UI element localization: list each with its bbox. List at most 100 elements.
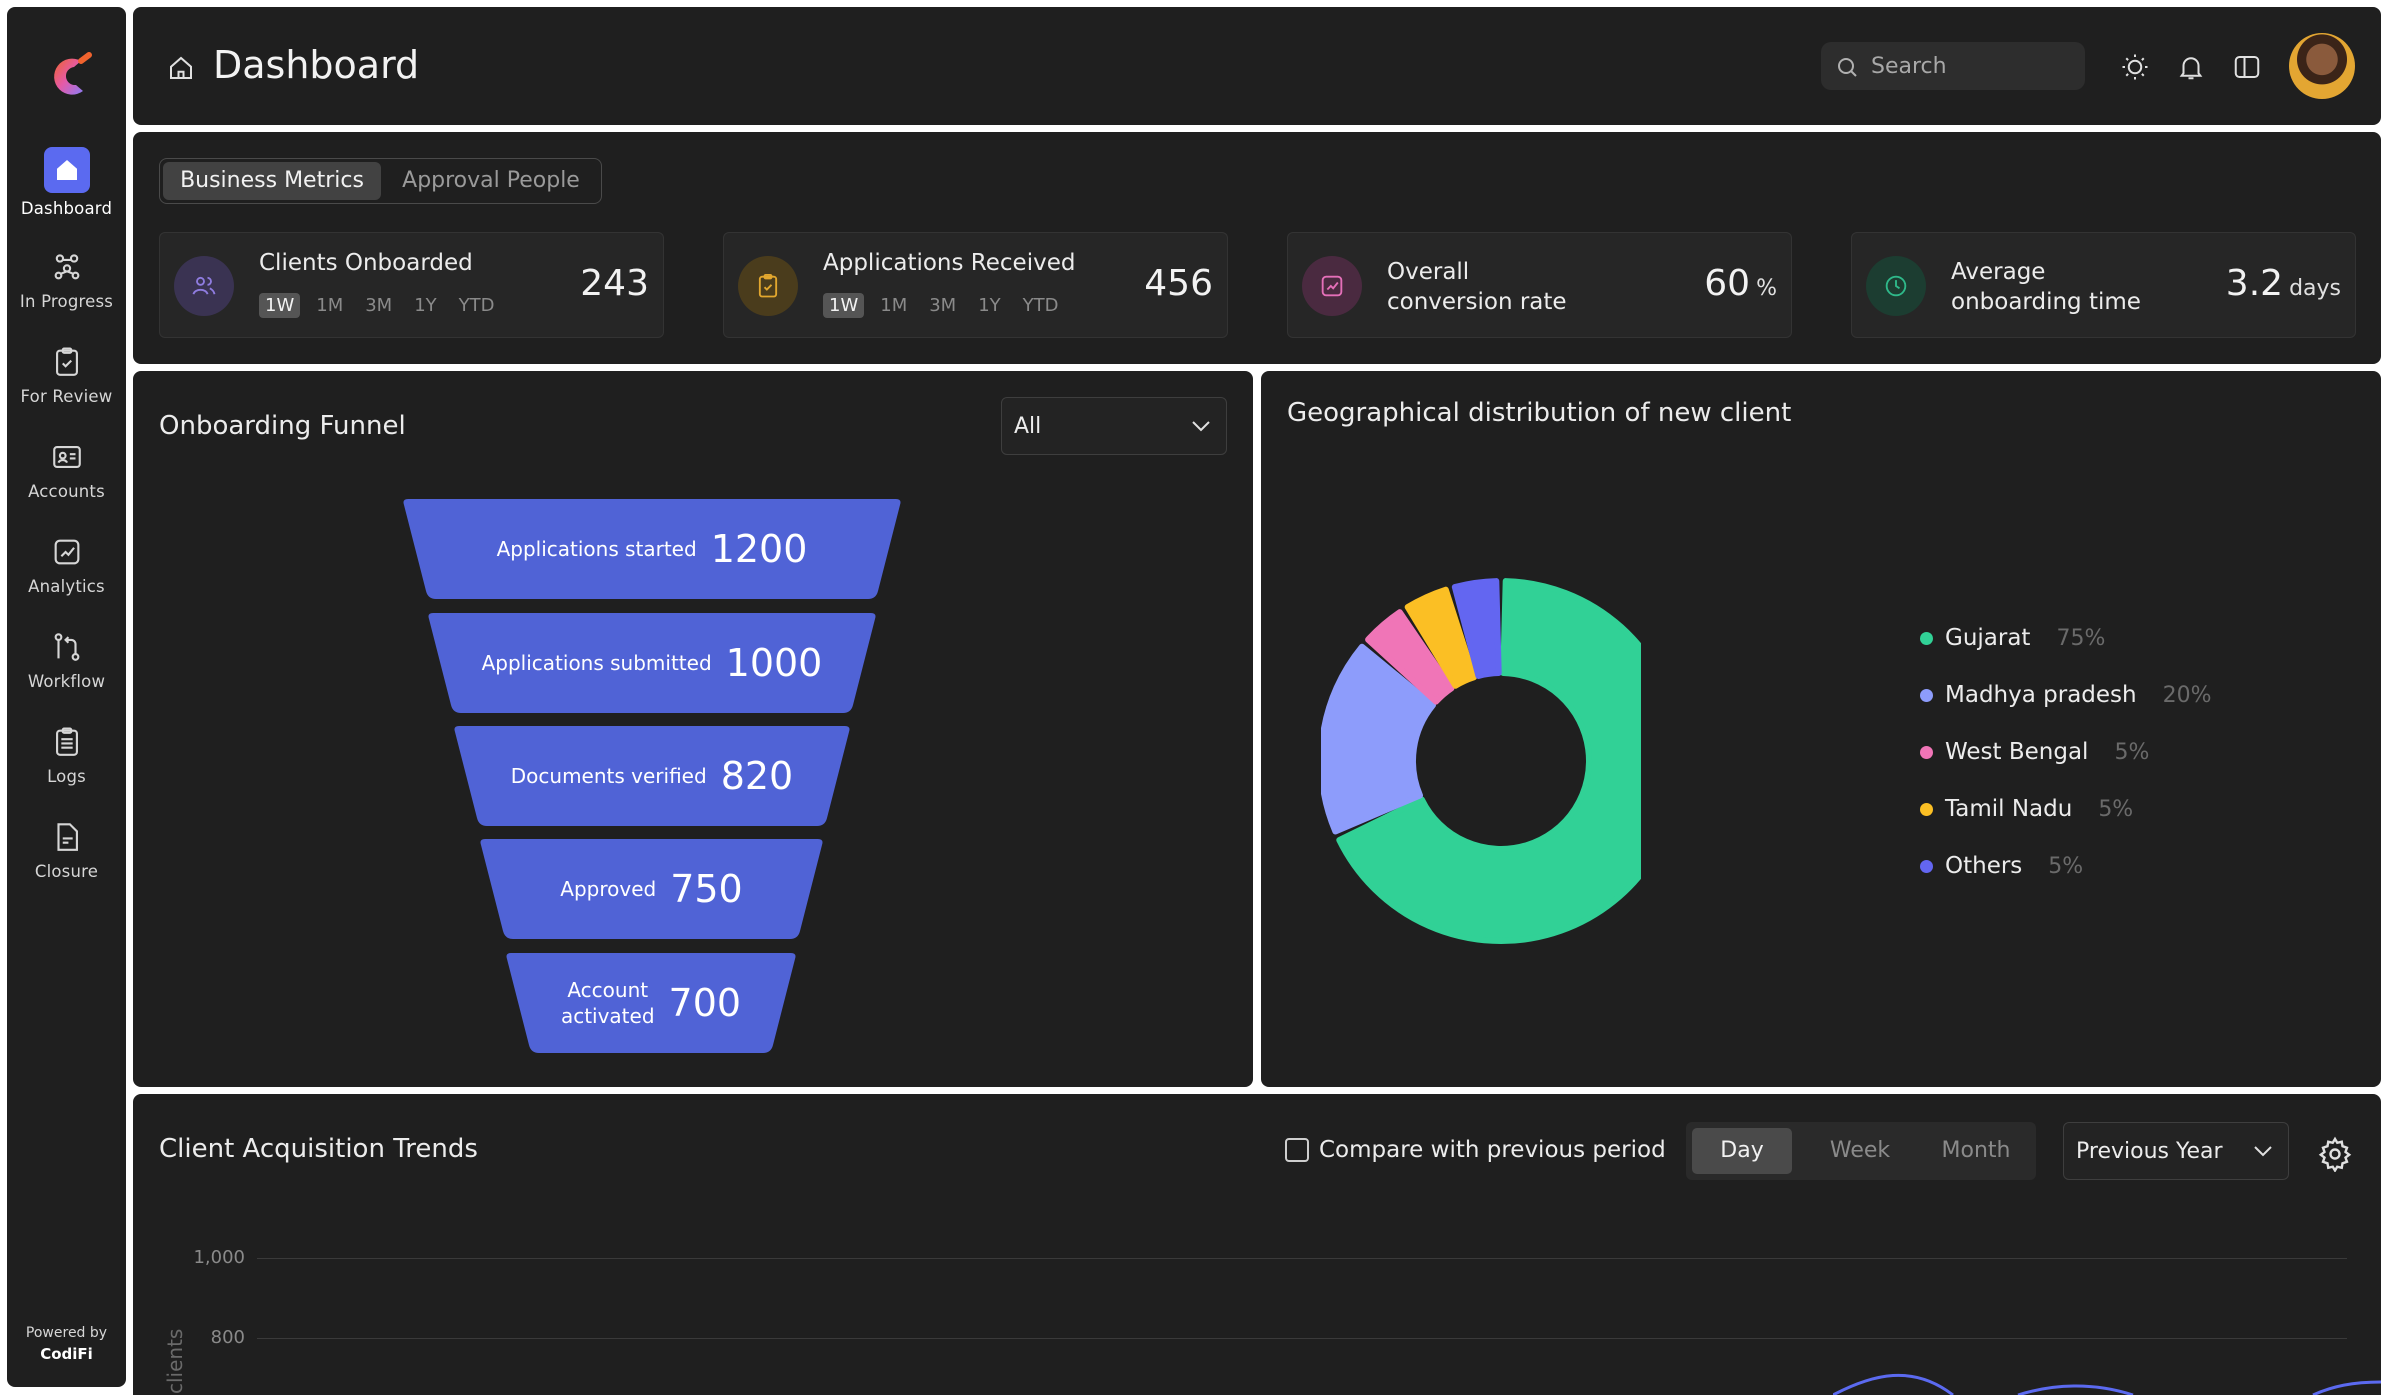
sidebar-item-label: Analytics [28, 577, 105, 596]
sidebar-item-logs[interactable]: Logs [7, 725, 126, 786]
sidebar-item-accounts[interactable]: Accounts [7, 440, 126, 501]
powered-by-label: Powered by [25, 1325, 108, 1341]
geo-distribution-panel: Geographical distribution of new client … [1261, 371, 2381, 1087]
sidebar-item-closure[interactable]: Closure [7, 820, 126, 881]
funnel-stage-value: 1000 [725, 641, 823, 685]
period-3m[interactable]: 3M [365, 295, 393, 316]
header: Dashboard [133, 7, 2381, 125]
donut-slice-others[interactable] [1451, 578, 1502, 679]
funnel-stage-label: Documents verified [510, 764, 707, 788]
segment-month[interactable]: Month [1941, 1138, 2011, 1163]
funnel-filter-select[interactable]: All [1001, 397, 1227, 455]
codifi-logo-icon[interactable] [43, 47, 93, 107]
period-selector: 1W 1M 3M 1Y YTD [823, 293, 1065, 318]
compare-checkbox[interactable]: Compare with previous period [1285, 1137, 1666, 1163]
onboarding-funnel-panel: Onboarding Funnel All Applications start… [133, 371, 1253, 1087]
period-selector: 1W 1M 3M 1Y YTD [259, 293, 501, 318]
funnel-stage-value: 700 [668, 981, 742, 1025]
metric-title: Applications Received [823, 250, 1076, 276]
sidebar-item-label: In Progress [19, 292, 114, 311]
period-ytd[interactable]: YTD [458, 295, 495, 316]
legend-item[interactable]: West Bengal 5% [1920, 739, 2149, 765]
range-select[interactable]: Previous Year [2063, 1122, 2289, 1180]
metric-card-clients-onboarded: Clients Onboarded 1W 1M 3M 1Y YTD 243 [159, 232, 664, 338]
donut-slice-gujarat[interactable] [1336, 578, 1641, 944]
metric-value: 243 [580, 263, 649, 304]
period-3m[interactable]: 3M [929, 295, 957, 316]
sidebar-item-analytics[interactable]: Analytics [7, 535, 126, 596]
period-1m[interactable]: 1M [880, 295, 908, 316]
sidebar-item-dashboard[interactable]: Dashboard [7, 147, 126, 218]
period-1w[interactable]: 1W [823, 293, 865, 318]
business-metrics-panel: Business Metrics Approval People Clients… [133, 132, 2381, 364]
metric-value: 3.2 [2225, 263, 2284, 304]
funnel-stage-label: Applications started [496, 537, 697, 561]
bell-icon[interactable] [2176, 52, 2206, 82]
legend-item[interactable]: Tamil Nadu 5% [1920, 796, 2133, 822]
legend-item[interactable]: Gujarat 75% [1920, 625, 2105, 651]
search-box[interactable] [1821, 42, 2085, 90]
checkbox-box[interactable] [1285, 1138, 1309, 1162]
sidebar-item-for-review[interactable]: For Review [7, 345, 126, 406]
funnel-stage[interactable]: Account activated 700 [505, 953, 797, 1053]
sidebar-toggle-icon[interactable] [2232, 52, 2262, 82]
period-1m[interactable]: 1M [316, 295, 344, 316]
legend-item[interactable]: Madhya pradesh 20% [1920, 682, 2212, 708]
search-input[interactable] [1871, 50, 2071, 82]
funnel-stage-value: 1200 [710, 527, 808, 571]
metric-title-line2: onboarding time [1951, 289, 2141, 315]
donut-slice-tamil-nadu[interactable] [1404, 586, 1478, 689]
donut-chart [1321, 578, 1641, 944]
segment-week[interactable]: Week [1829, 1138, 1891, 1163]
select-value: Previous Year [2076, 1139, 2223, 1164]
period-1y[interactable]: 1Y [978, 295, 1001, 316]
legend-dot [1920, 802, 1933, 816]
funnel-stage[interactable]: Applications submitted 1000 [427, 613, 877, 713]
metric-value: 60 [1704, 263, 1751, 304]
funnel-stage[interactable]: Documents verified 820 [453, 726, 851, 826]
sidebar-item-label: Dashboard [20, 199, 113, 218]
tab-business-metrics[interactable]: Business Metrics [163, 162, 381, 200]
metric-value-group: 3.2 days [2226, 263, 2341, 304]
metric-title: Clients Onboarded [259, 250, 473, 276]
period-1w[interactable]: 1W [259, 293, 301, 318]
metrics-tabs: Business Metrics Approval People [159, 158, 602, 204]
period-ytd[interactable]: YTD [1022, 295, 1059, 316]
avatar[interactable] [2289, 33, 2355, 99]
chevron-down-icon [1192, 421, 1210, 432]
legend-percent: 75% [2056, 625, 2106, 651]
legend-item[interactable]: Others 5% [1920, 853, 2083, 879]
period-1y[interactable]: 1Y [414, 295, 437, 316]
y-axis-label: clients [163, 1328, 187, 1394]
donut-slice-west-bengal[interactable] [1365, 609, 1455, 705]
metric-title-line1: Overall [1387, 259, 1470, 285]
settings-gear-icon[interactable] [2317, 1136, 2353, 1172]
donut-slice-madhya-pradesh[interactable] [1321, 643, 1437, 835]
users-network-icon [50, 250, 84, 284]
sidebar-item-in-progress[interactable]: In Progress [7, 250, 126, 311]
funnel-stage[interactable]: Approved 750 [479, 839, 824, 939]
clipboard-check-icon [50, 345, 84, 379]
legend-percent: 5% [2098, 796, 2134, 822]
y-tick-label: 1,000 [193, 1247, 245, 1268]
segment-day[interactable]: Day [1692, 1128, 1792, 1174]
sidebar-item-workflow[interactable]: Workflow [7, 630, 126, 691]
metric-unit: days [2289, 276, 2341, 301]
legend-dot [1920, 631, 1933, 645]
legend-percent: 20% [2162, 682, 2212, 708]
legend-label: West Bengal [1945, 739, 2089, 765]
company-name: CodiFi [40, 1345, 93, 1363]
select-value: All [1014, 414, 1042, 439]
funnel-stage[interactable]: Applications started 1200 [402, 499, 902, 599]
legend-dot [1920, 745, 1933, 759]
sun-icon[interactable] [2120, 52, 2150, 82]
search-icon [1838, 58, 1857, 77]
funnel-stage-value: 820 [720, 754, 794, 798]
id-card-icon [50, 440, 84, 474]
sidebar-item-label: Accounts [28, 482, 105, 501]
chevron-down-icon [2254, 1146, 2272, 1157]
powered-by: Powered by CodiFi [7, 1325, 126, 1363]
git-pull-icon [50, 630, 84, 664]
tab-approval-people[interactable]: Approval People [402, 168, 580, 193]
clock-icon [1866, 256, 1926, 316]
